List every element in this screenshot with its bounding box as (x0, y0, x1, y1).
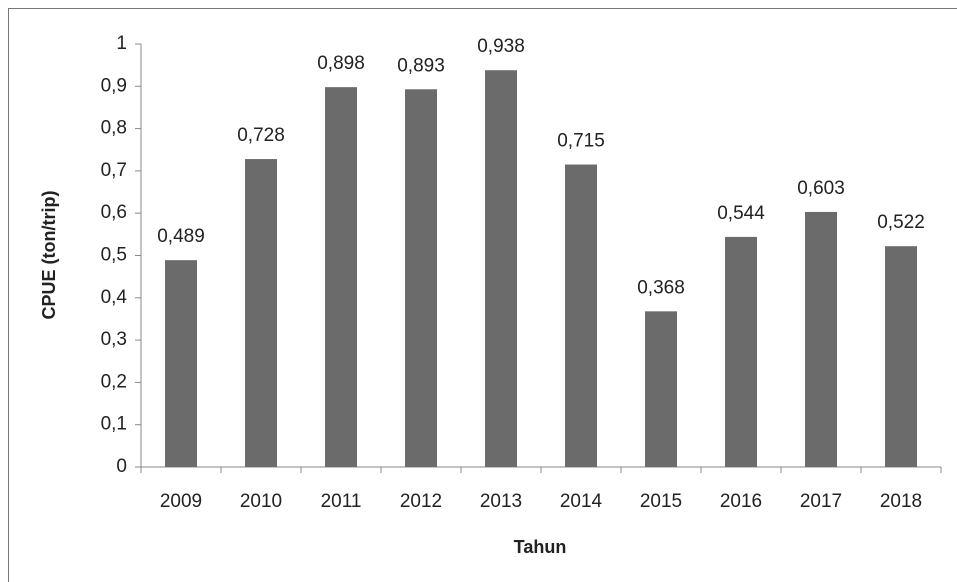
x-tick-label: 2016 (720, 491, 762, 512)
x-tick-label: 2009 (160, 491, 202, 512)
x-tick-label: 2014 (560, 491, 603, 512)
data-label: 0,898 (317, 53, 365, 74)
data-label: 0,603 (797, 178, 845, 199)
y-tick-label: 0,5 (101, 245, 127, 266)
chart-border (8, 8, 957, 582)
data-label: 0,368 (637, 277, 685, 298)
y-axis-title: CPUE (ton/trip) (39, 191, 59, 320)
bar (165, 260, 197, 467)
bar (405, 89, 437, 468)
x-tick-label: 2011 (321, 491, 362, 512)
data-label: 0,728 (237, 125, 285, 146)
y-tick-label: 0,4 (101, 287, 128, 308)
y-tick-label: 0,7 (101, 160, 127, 181)
data-label: 0,489 (157, 226, 205, 247)
data-label: 0,893 (397, 55, 445, 76)
data-label: 0,522 (877, 212, 925, 233)
data-label: 0,544 (717, 203, 765, 224)
y-tick-label: 1 (116, 33, 127, 54)
y-tick-label: 0,2 (101, 371, 127, 392)
x-tick-label: 2015 (640, 491, 682, 512)
data-label: 0,938 (477, 36, 525, 57)
y-tick-label: 0,6 (101, 202, 127, 223)
x-tick-label: 2018 (880, 491, 922, 512)
y-tick-label: 0,3 (101, 329, 127, 350)
y-tick-label: 0 (116, 456, 127, 477)
x-tick-label: 2012 (400, 491, 442, 512)
y-tick-label: 0,9 (101, 75, 127, 96)
x-tick-label: 2017 (800, 491, 842, 512)
y-tick-label: 0,1 (101, 414, 127, 435)
bar (885, 246, 917, 467)
bar (325, 87, 357, 468)
bar (485, 70, 517, 467)
bar (725, 236, 757, 467)
data-label: 0,715 (557, 131, 605, 152)
bar (565, 164, 597, 467)
y-tick-label: 0,8 (101, 118, 127, 139)
x-tick-label: 2013 (480, 491, 522, 512)
bar (645, 311, 677, 467)
x-tick-label: 2010 (240, 491, 282, 512)
bar (805, 211, 837, 467)
bar (245, 159, 277, 467)
x-axis-title: Tahun (514, 537, 567, 557)
